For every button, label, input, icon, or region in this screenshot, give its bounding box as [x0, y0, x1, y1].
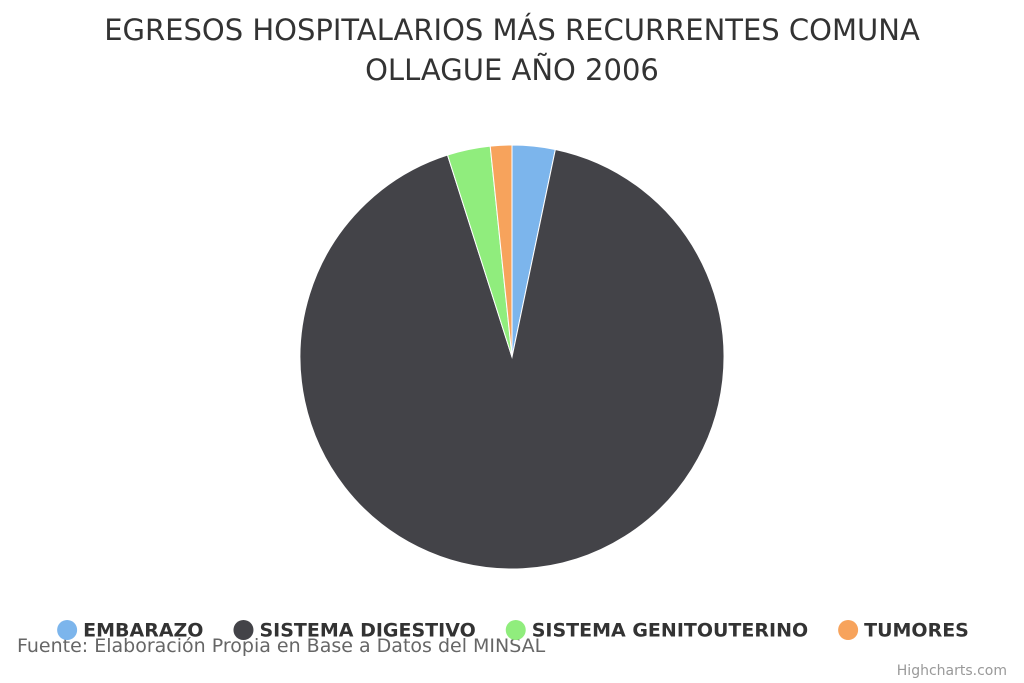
legend-label: SISTEMA GENITOUTERINO	[532, 620, 808, 642]
credits[interactable]: Highcharts.com	[897, 663, 1007, 679]
legend-label: TUMORES	[864, 620, 969, 642]
pie-slice	[489, 144, 513, 358]
legend-symbol	[233, 620, 254, 640]
legend-label: EMBARAZO	[83, 620, 203, 642]
legend-label: SISTEMA DIGESTIVO	[259, 620, 475, 642]
caption: Fuente: Elaboración Propia en Base a Dat…	[17, 635, 546, 657]
legend-symbol	[57, 620, 78, 640]
legend-symbol	[505, 620, 526, 640]
legend-symbol	[838, 620, 859, 640]
chart-title: EGRESOS HOSPITALARIOS MÁS RECURRENTES CO…	[104, 13, 920, 87]
pie-slice	[299, 148, 725, 570]
